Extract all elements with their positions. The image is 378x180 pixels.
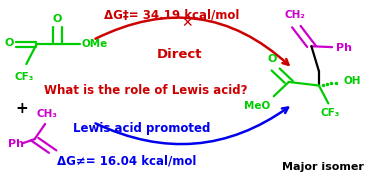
Text: What is the role of Lewis acid?: What is the role of Lewis acid? <box>44 84 248 96</box>
Text: Major isomer: Major isomer <box>282 162 364 172</box>
Text: ΔG≠= 16.04 kcal/mol: ΔG≠= 16.04 kcal/mol <box>57 155 197 168</box>
Text: O: O <box>267 54 277 64</box>
Text: MeO: MeO <box>244 101 270 111</box>
Text: +: + <box>15 101 28 116</box>
Text: CH₂: CH₂ <box>284 10 305 20</box>
Text: OMe: OMe <box>82 39 108 49</box>
Text: Lewis acid promoted: Lewis acid promoted <box>73 122 211 135</box>
Text: ΔG‡= 34.19 kcal/mol: ΔG‡= 34.19 kcal/mol <box>104 8 240 21</box>
FancyArrowPatch shape <box>96 18 288 65</box>
Text: Ph: Ph <box>8 140 24 149</box>
Text: O: O <box>53 14 62 24</box>
Text: CH₃: CH₃ <box>37 109 57 119</box>
Text: Ph: Ph <box>336 43 352 53</box>
Text: ✕: ✕ <box>181 16 193 30</box>
Text: CF₃: CF₃ <box>15 72 34 82</box>
FancyArrowPatch shape <box>96 107 288 144</box>
Text: Direct: Direct <box>157 48 202 61</box>
Text: O: O <box>4 38 14 48</box>
Text: OH: OH <box>343 76 361 86</box>
Text: CF₃: CF₃ <box>321 108 340 118</box>
